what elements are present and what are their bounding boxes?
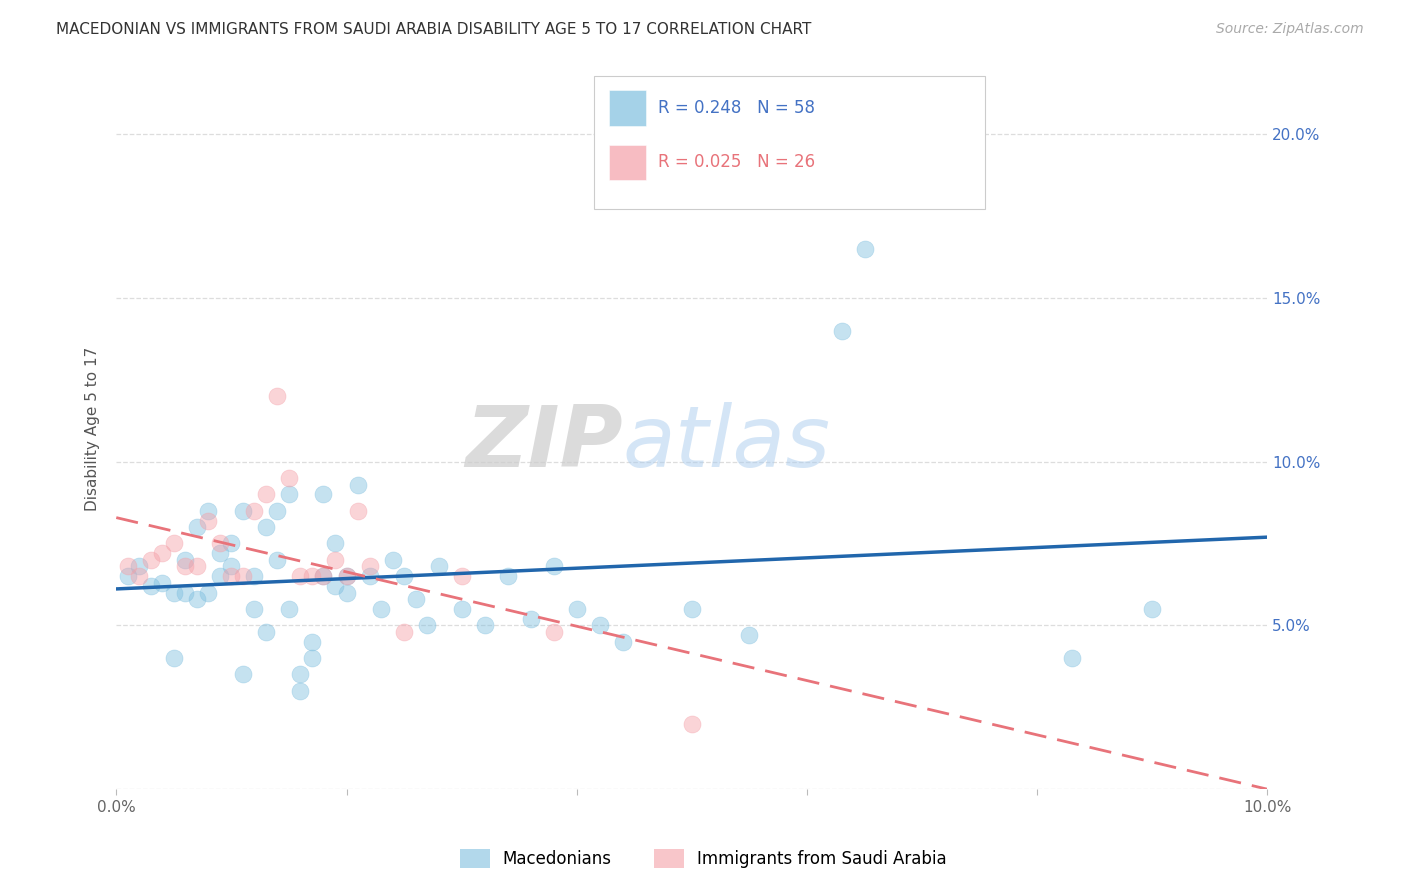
Text: R = 0.248   N = 58: R = 0.248 N = 58 [658, 99, 815, 117]
Point [266, 553, 288, 567]
Point [323, 536, 346, 550]
Point [381, 553, 404, 567]
FancyBboxPatch shape [609, 145, 645, 180]
Point [254, 487, 277, 501]
Point [278, 471, 301, 485]
FancyBboxPatch shape [609, 90, 645, 126]
Legend: Macedonians, Immigrants from Saudi Arabia: Macedonians, Immigrants from Saudi Arabi… [453, 843, 953, 875]
Point [347, 477, 370, 491]
Point [197, 585, 219, 599]
Point [681, 716, 703, 731]
Point [496, 569, 519, 583]
Y-axis label: Disability Age 5 to 17: Disability Age 5 to 17 [86, 347, 100, 511]
Point [208, 569, 231, 583]
Point [163, 585, 186, 599]
Point [301, 569, 323, 583]
Point [254, 520, 277, 534]
Point [450, 602, 472, 616]
Point [278, 487, 301, 501]
Text: MACEDONIAN VS IMMIGRANTS FROM SAUDI ARABIA DISABILITY AGE 5 TO 17 CORRELATION CH: MACEDONIAN VS IMMIGRANTS FROM SAUDI ARAB… [56, 22, 811, 37]
Point [301, 651, 323, 665]
Point [174, 553, 197, 567]
Point [450, 569, 472, 583]
Point [117, 559, 139, 574]
Point [405, 592, 427, 607]
Point [335, 585, 357, 599]
Point [392, 624, 415, 639]
Point [565, 602, 588, 616]
Point [323, 579, 346, 593]
Point [221, 536, 243, 550]
Point [139, 553, 162, 567]
Point [853, 242, 876, 256]
Point [589, 618, 612, 632]
Point [174, 585, 197, 599]
Point [474, 618, 496, 632]
Point [543, 559, 565, 574]
Point [243, 569, 266, 583]
Point [370, 602, 392, 616]
Point [208, 546, 231, 560]
Point [427, 559, 450, 574]
Point [163, 536, 186, 550]
FancyBboxPatch shape [593, 76, 986, 209]
Point [243, 602, 266, 616]
Point [738, 628, 761, 642]
Point [392, 569, 415, 583]
Point [221, 559, 243, 574]
Point [254, 624, 277, 639]
Point [139, 579, 162, 593]
Point [290, 684, 312, 698]
Point [186, 559, 208, 574]
Point [266, 504, 288, 518]
Point [197, 514, 219, 528]
Point [359, 569, 381, 583]
Point [1142, 602, 1164, 616]
Point [301, 634, 323, 648]
Point [186, 520, 208, 534]
Point [208, 536, 231, 550]
Point [197, 504, 219, 518]
Point [335, 569, 357, 583]
Point [221, 569, 243, 583]
Point [117, 569, 139, 583]
Point [243, 504, 266, 518]
Point [681, 602, 703, 616]
Point [128, 569, 150, 583]
Point [290, 667, 312, 681]
Text: R = 0.025   N = 26: R = 0.025 N = 26 [658, 153, 815, 171]
Point [312, 569, 335, 583]
Point [347, 504, 370, 518]
Point [323, 553, 346, 567]
Point [278, 602, 301, 616]
Point [128, 559, 150, 574]
Point [312, 569, 335, 583]
Text: ZIP: ZIP [465, 401, 623, 484]
Point [543, 624, 565, 639]
Point [290, 569, 312, 583]
Point [163, 651, 186, 665]
Text: atlas: atlas [623, 401, 831, 484]
Point [612, 634, 634, 648]
Point [312, 487, 335, 501]
Point [359, 559, 381, 574]
Point [266, 389, 288, 403]
Point [232, 569, 254, 583]
Point [416, 618, 439, 632]
Point [232, 667, 254, 681]
Point [232, 504, 254, 518]
Text: Source: ZipAtlas.com: Source: ZipAtlas.com [1216, 22, 1364, 37]
Point [1060, 651, 1083, 665]
Point [831, 324, 853, 338]
Point [519, 612, 541, 626]
Point [150, 575, 173, 590]
Point [174, 559, 197, 574]
Point [186, 592, 208, 607]
Point [150, 546, 173, 560]
Point [335, 569, 357, 583]
